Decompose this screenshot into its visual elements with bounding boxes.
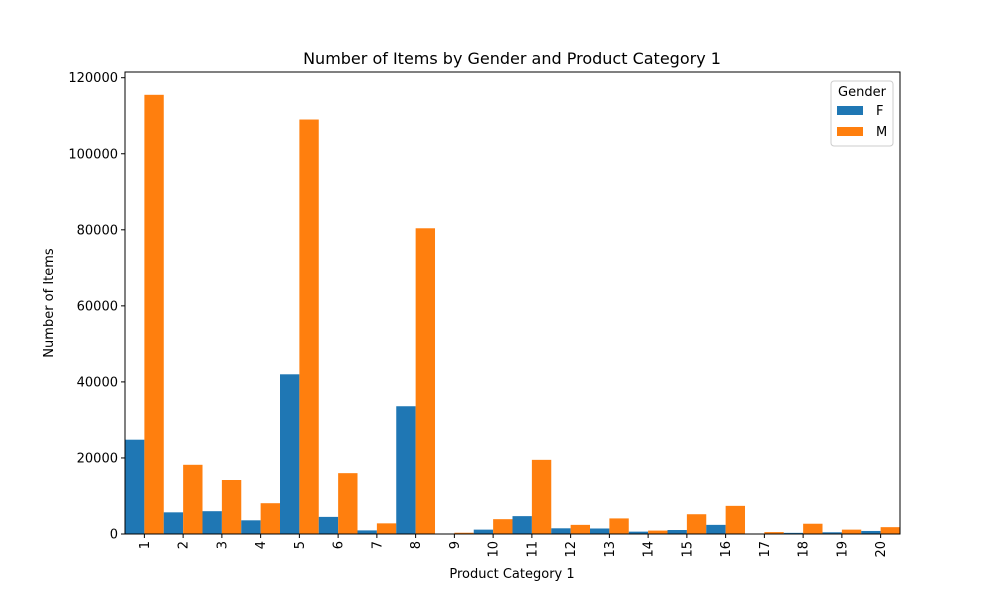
bar-m-16 (725, 505, 746, 534)
x-tick-label: 7 (370, 541, 385, 549)
bar-f-2 (163, 512, 184, 534)
bar-f-14 (628, 531, 649, 534)
bar-f-16 (706, 524, 726, 534)
y-tick-label: 80000 (77, 223, 118, 238)
x-tick-label: 4 (254, 541, 269, 549)
x-tick-label: 12 (564, 541, 579, 558)
x-tick-label: 10 (487, 541, 502, 558)
bar-m-17 (764, 532, 784, 534)
x-tick-label: 20 (874, 541, 889, 558)
bar-m-4 (260, 503, 281, 534)
x-tick-label: 5 (293, 541, 308, 549)
legend-swatch-m (837, 127, 863, 136)
bar-m-13 (609, 518, 629, 534)
x-tick-label: 9 (448, 541, 463, 549)
legend-swatch-f (837, 106, 863, 115)
bar-f-6 (318, 516, 339, 534)
bars-group (125, 94, 901, 534)
bar-f-3 (202, 511, 222, 534)
chart-title: Number of Items by Gender and Product Ca… (303, 49, 721, 68)
x-tick-label: 6 (332, 541, 347, 549)
bar-m-8 (415, 228, 436, 534)
x-tick-label: 11 (525, 541, 540, 558)
y-tick-label: 60000 (77, 299, 118, 314)
bar-m-3 (221, 480, 242, 534)
x-tick-label: 19 (835, 541, 850, 558)
x-tick-label: 17 (758, 541, 773, 558)
bar-f-7 (357, 530, 377, 534)
x-tick-label: 1 (138, 541, 153, 549)
bar-m-14 (648, 530, 668, 534)
bar-f-4 (241, 520, 261, 534)
bar-m-6 (338, 473, 358, 534)
plot-frame (124, 71, 901, 535)
y-axis-label: Number of Items (42, 248, 57, 358)
bar-m-18 (803, 523, 823, 534)
x-tick-label: 8 (409, 541, 424, 549)
x-tick-label: 14 (642, 541, 657, 558)
bar-f-10 (473, 529, 494, 534)
legend: Gender FM (830, 80, 894, 147)
bar-m-19 (841, 529, 862, 534)
legend-title: Gender (838, 85, 887, 100)
x-tick-label: 16 (719, 541, 734, 558)
y-tick-label: 120000 (68, 71, 118, 86)
x-axis: 1 2 3 4 5 6 7 8 9 10 11 12 13 14 15 16 17 18 19 20 (138, 534, 889, 558)
bar-f-18 (783, 532, 804, 534)
bar-f-1 (125, 439, 145, 534)
bar-f-15 (667, 530, 687, 534)
bar-f-13 (590, 528, 610, 534)
bar-f-11 (512, 516, 532, 534)
bar-m-2 (183, 464, 203, 534)
x-tick-label: 3 (215, 541, 230, 549)
bar-m-12 (570, 524, 591, 534)
bar-f-12 (551, 528, 571, 534)
x-tick-label: 15 (680, 541, 695, 558)
legend-label-m: M (876, 125, 887, 140)
bar-m-15 (686, 514, 707, 534)
bar-f-8 (396, 406, 416, 534)
bar-m-5 (299, 119, 319, 534)
bar-m-1 (144, 94, 164, 534)
bar-m-11 (531, 459, 552, 534)
x-tick-label: 13 (603, 541, 618, 558)
bar-m-20 (880, 527, 901, 534)
y-tick-label: 0 (110, 528, 118, 543)
bar-m-9 (454, 532, 474, 534)
y-tick-label: 20000 (77, 451, 118, 466)
y-axis: 0 20000 40000 60000 80000 100000 120000 (68, 71, 125, 543)
x-axis-label: Product Category 1 (449, 567, 574, 582)
bar-f-19 (822, 532, 842, 534)
legend-label-f: F (876, 104, 883, 119)
y-tick-label: 100000 (68, 147, 118, 162)
x-tick-label: 2 (177, 541, 192, 549)
bar-m-10 (493, 519, 513, 534)
bar-f-5 (280, 374, 300, 534)
x-tick-label: 18 (797, 541, 812, 558)
y-tick-label: 40000 (77, 375, 118, 390)
bar-f-20 (861, 530, 881, 534)
bar-m-7 (376, 523, 397, 534)
